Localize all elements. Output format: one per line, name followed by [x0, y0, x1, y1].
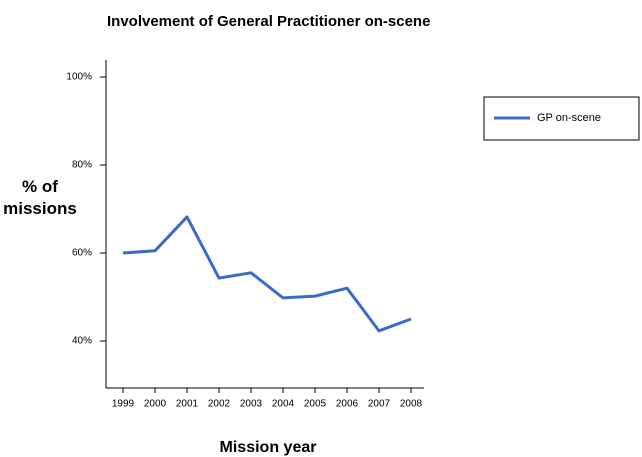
- y-tick-label: 100%: [66, 72, 92, 83]
- y-tick-label: 80%: [72, 160, 92, 171]
- x-tick-label: 2000: [144, 399, 167, 410]
- y-tick-label: 40%: [72, 336, 92, 347]
- chart-title: Involvement of General Practitioner on-s…: [107, 13, 430, 30]
- x-tick-label: 2007: [368, 399, 391, 410]
- x-tick-label: 2002: [208, 399, 231, 410]
- x-tick-label: 2001: [176, 399, 199, 410]
- series-line: [122, 215, 412, 333]
- x-tick-label: 2004: [272, 399, 295, 410]
- legend-label: GP on-scene: [537, 112, 601, 124]
- x-tick-label: 2006: [336, 399, 359, 410]
- y-tick-label: 60%: [72, 248, 92, 259]
- x-tick-label: 1999: [112, 399, 135, 410]
- x-tick-label: 2008: [400, 399, 423, 410]
- x-axis-label: Mission year: [220, 439, 317, 456]
- y-axis-label: % of missions: [3, 177, 77, 218]
- x-tick-label: 2005: [304, 399, 327, 410]
- x-tick-label: 2003: [240, 399, 263, 410]
